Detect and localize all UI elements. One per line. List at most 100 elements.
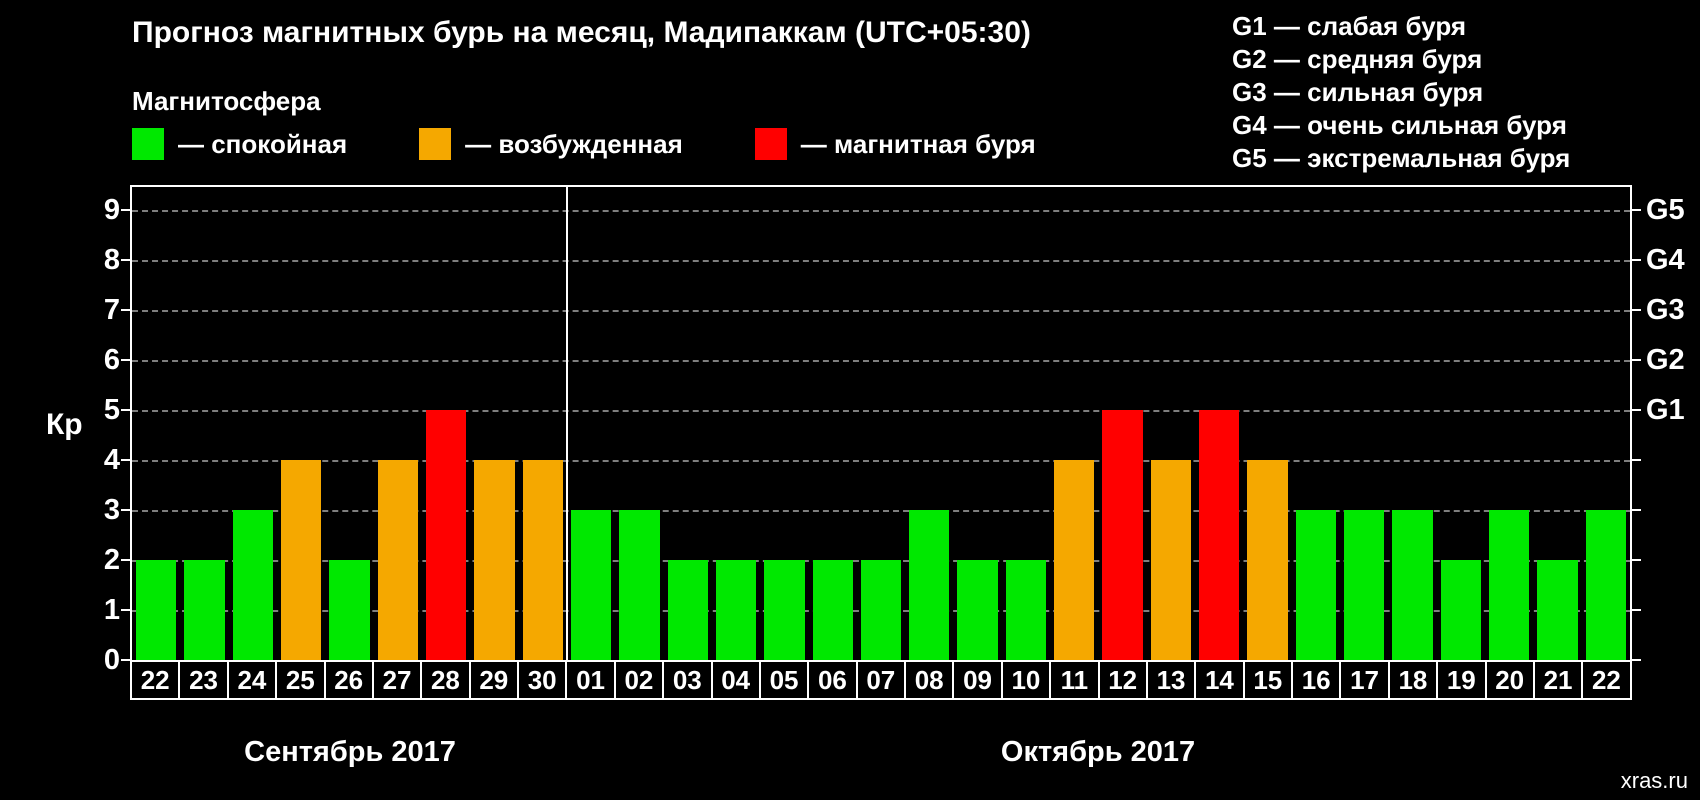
magnetosphere-label: Магнитосфера — [132, 86, 321, 116]
kp-bar — [570, 510, 612, 660]
legend-swatch-storm — [754, 128, 787, 160]
axis-tick — [1632, 209, 1641, 211]
day-cell: 23 — [178, 660, 229, 700]
kp-bar — [1005, 560, 1047, 660]
axis-tick — [121, 459, 130, 461]
month-label-october: Октябрь 2017 — [1000, 736, 1196, 768]
axis-tick — [121, 509, 130, 511]
y-axis-label: Кр — [46, 408, 83, 441]
day-cell: 08 — [904, 660, 955, 700]
day-cell: 16 — [1291, 660, 1342, 700]
legend-item-excited: — возбужденная — [419, 128, 683, 160]
plot-area — [130, 185, 1632, 662]
kp-bar — [522, 460, 563, 660]
day-cell: 17 — [1339, 660, 1390, 700]
day-cell: 24 — [226, 660, 278, 700]
kp-bar — [715, 560, 757, 660]
legend: — спокойная — возбужденная — магнитная б… — [132, 128, 1108, 160]
g-axis-label: G4 — [1646, 244, 1685, 276]
y-tick-label: 9 — [103, 194, 120, 226]
axis-tick — [121, 309, 130, 311]
axis-tick — [1632, 309, 1641, 311]
y-tick-label: 0 — [103, 644, 120, 676]
g-axis-label: G1 — [1646, 394, 1685, 426]
kp-bar — [1585, 510, 1626, 660]
day-cell: 11 — [1049, 660, 1100, 700]
y-tick-label: 3 — [103, 494, 120, 526]
gridline — [132, 210, 1630, 212]
kp-bar — [1489, 510, 1530, 660]
kp-bar — [1199, 410, 1240, 660]
g4-legend-line: G4 — очень сильная буря — [1232, 110, 1567, 140]
y-tick-label: 2 — [103, 544, 120, 576]
gridline — [132, 360, 1630, 362]
y-tick-label: 5 — [103, 394, 120, 426]
day-cell: 26 — [323, 660, 374, 700]
kp-bar — [1247, 460, 1288, 660]
g-axis-label: G5 — [1646, 194, 1685, 226]
day-axis-row: 22 23 24 25 26 27 28 29 30 01 02 03 04 05 06 07 08 09 10 11… — [130, 660, 1632, 700]
kp-bar — [280, 460, 322, 660]
legend-item-storm: — магнитная буря — [754, 128, 1036, 160]
day-cell: 12 — [1097, 660, 1148, 700]
axis-tick — [1632, 359, 1641, 361]
kp-bar — [1537, 560, 1578, 660]
y-tick-label: 1 — [103, 594, 120, 626]
day-cell: 28 — [420, 660, 471, 700]
day-cell: 29 — [468, 660, 519, 700]
axis-tick — [121, 409, 130, 411]
kp-bar — [909, 510, 950, 660]
g2-legend-line: G2 — средняя буря — [1232, 44, 1483, 74]
axis-tick — [1632, 459, 1641, 461]
g-axis-label: G2 — [1646, 344, 1685, 376]
kp-bar — [1392, 510, 1433, 660]
axis-tick — [1632, 659, 1641, 661]
kp-bar — [1344, 510, 1385, 660]
kp-bar — [957, 560, 998, 660]
kp-bar — [184, 560, 225, 660]
axis-tick — [1632, 559, 1641, 561]
kp-bar — [425, 410, 467, 660]
y-tick-label: 8 — [103, 244, 120, 276]
legend-item-quiet: — спокойная — [132, 128, 347, 160]
watermark: xras.ru — [1620, 768, 1688, 793]
g5-legend-line: G5 — экстремальная буря — [1232, 143, 1571, 173]
kp-bar — [860, 560, 902, 660]
kp-bar — [619, 510, 660, 660]
day-cell: 22 — [1581, 660, 1632, 700]
day-cell: 06 — [807, 660, 858, 700]
gridline — [132, 410, 1630, 412]
axis-tick — [121, 659, 130, 661]
day-cell: 10 — [1000, 660, 1052, 700]
kp-bar — [1054, 460, 1095, 660]
axis-tick — [121, 209, 130, 211]
legend-swatch-excited — [419, 128, 452, 160]
kp-bar — [764, 560, 805, 660]
axis-tick — [121, 359, 130, 361]
kp-bar — [1440, 560, 1482, 660]
legend-label-storm: — магнитная буря — [800, 128, 1036, 159]
axis-tick — [121, 609, 130, 611]
gridline — [132, 460, 1630, 462]
day-cell: 01 — [565, 660, 616, 700]
day-cell: 04 — [710, 660, 761, 700]
kp-bar — [1102, 410, 1143, 660]
y-tick-label: 4 — [103, 444, 120, 476]
day-cell: 05 — [758, 660, 810, 700]
kp-bar — [812, 560, 853, 660]
kp-bar — [136, 560, 177, 660]
chart-title: Прогноз магнитных бурь на месяц, Мадипак… — [132, 16, 1031, 49]
axis-tick — [1632, 509, 1641, 511]
y-tick-label: 6 — [103, 344, 120, 376]
day-cell: 25 — [275, 660, 326, 700]
day-cell: 22 — [130, 660, 181, 700]
kp-bar — [377, 460, 418, 660]
g3-legend-line: G3 — сильная буря — [1232, 77, 1484, 107]
day-cell: 15 — [1242, 660, 1293, 700]
day-cell: 03 — [662, 660, 713, 700]
axis-tick — [1632, 409, 1641, 411]
day-cell: 27 — [371, 660, 423, 700]
kp-bar — [1150, 460, 1192, 660]
day-cell: 30 — [517, 660, 568, 700]
g-axis-label: G3 — [1646, 294, 1685, 326]
